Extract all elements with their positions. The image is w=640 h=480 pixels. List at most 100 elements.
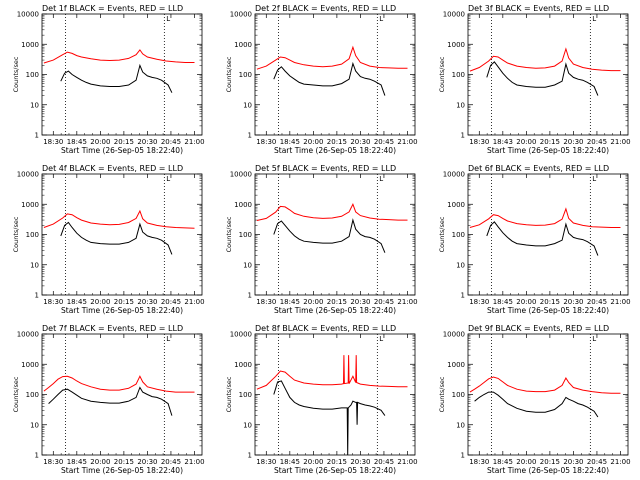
y-tick-label: 1000 bbox=[447, 361, 465, 369]
x-tick-label: 18:30 bbox=[256, 298, 276, 306]
panel-svg: Det 9f BLACK = Events, RED = LLD L 1 10 100 1… bbox=[438, 324, 631, 475]
y-tick-label: 10000 bbox=[230, 171, 252, 179]
detector-panel-1: Det 1f BLACK = Events, RED = LLD L 1 10 100 1… bbox=[0, 0, 213, 160]
y-tick-label: 1000 bbox=[21, 41, 39, 49]
x-axis-label: Start Time (26-Sep-05 18:22:40) bbox=[61, 146, 183, 155]
x-tick-label: 20:00 bbox=[303, 138, 323, 146]
letter-marker: L bbox=[592, 175, 596, 183]
y-tick-label: 10 bbox=[243, 261, 252, 269]
x-tick-label: 20:30 bbox=[563, 138, 583, 146]
letter-marker: L bbox=[592, 15, 596, 23]
y-tick-label: 100 bbox=[452, 71, 465, 79]
x-tick-label: 21:00 bbox=[397, 138, 417, 146]
detector-panel-3: Det 3f BLACK = Events, RED = LLD L 1 10 100 1… bbox=[426, 0, 639, 160]
y-axis-label: Counts/sec bbox=[225, 376, 233, 412]
x-tick-label: 21:00 bbox=[397, 458, 417, 466]
x-tick-label: 20:15 bbox=[327, 298, 347, 306]
x-tick-label: 18:30 bbox=[469, 298, 489, 306]
x-tick-label: 20:45 bbox=[374, 298, 394, 306]
series-line-lld bbox=[469, 376, 621, 394]
y-tick-label: 1000 bbox=[234, 361, 252, 369]
series-line-events bbox=[273, 218, 386, 253]
chart-title: Det 3f BLACK = Events, RED = LLD bbox=[468, 4, 609, 13]
panel-svg: Det 2f BLACK = Events, RED = LLD L 1 10 100 1… bbox=[225, 4, 418, 155]
x-tick-label: 20:30 bbox=[350, 298, 370, 306]
y-tick-label: 100 bbox=[26, 231, 39, 239]
x-tick-label: 18:45 bbox=[280, 458, 300, 466]
y-tick-label: 10 bbox=[456, 421, 465, 429]
x-tick-label: 20:30 bbox=[563, 298, 583, 306]
x-tick-label: 18:30 bbox=[469, 138, 489, 146]
x-tick-label: 20:15 bbox=[114, 138, 134, 146]
y-tick-label: 1 bbox=[248, 292, 252, 300]
x-tick-label: 20:45 bbox=[587, 138, 607, 146]
x-tick-label: 20:30 bbox=[137, 298, 157, 306]
chart-title: Det 8f BLACK = Events, RED = LLD bbox=[255, 324, 396, 333]
panel-svg: Det 6f BLACK = Events, RED = LLD L 1 10 100 1… bbox=[438, 164, 631, 315]
y-tick-label: 100 bbox=[452, 231, 465, 239]
x-tick-label: 18:45 bbox=[493, 298, 513, 306]
series-line-lld bbox=[256, 45, 408, 70]
x-tick-label: 20:45 bbox=[161, 298, 181, 306]
y-tick-label: 10000 bbox=[17, 171, 39, 179]
y-tick-label: 10000 bbox=[230, 11, 252, 19]
y-tick-label: 1000 bbox=[447, 201, 465, 209]
x-tick-label: 18:43 bbox=[493, 138, 513, 146]
y-tick-label: 10000 bbox=[17, 11, 39, 19]
y-tick-label: 1000 bbox=[21, 361, 39, 369]
y-tick-label: 1 bbox=[461, 292, 465, 300]
series-line-lld bbox=[469, 47, 621, 72]
panel-svg: Det 8f BLACK = Events, RED = LLD L 1 10 100 1… bbox=[225, 324, 418, 475]
x-tick-label: 20:30 bbox=[137, 458, 157, 466]
y-tick-label: 1 bbox=[35, 452, 39, 460]
x-tick-label: 18:45 bbox=[280, 138, 300, 146]
chart-title: Det 5f BLACK = Events, RED = LLD bbox=[255, 164, 396, 173]
panel-svg: Det 7f BLACK = Events, RED = LLD L 1 10 100 1… bbox=[12, 324, 205, 475]
series-line-lld bbox=[43, 209, 195, 229]
series-line-lld bbox=[43, 375, 195, 393]
x-tick-label: 18:30 bbox=[43, 458, 63, 466]
y-axis-label: Counts/sec bbox=[12, 216, 20, 252]
x-tick-label: 20:45 bbox=[587, 458, 607, 466]
series-line-events bbox=[273, 61, 386, 96]
plot-frame bbox=[41, 333, 203, 456]
x-tick-label: 20:00 bbox=[516, 298, 536, 306]
y-tick-label: 1000 bbox=[234, 201, 252, 209]
y-axis-label: Counts/sec bbox=[225, 56, 233, 92]
series-line-events bbox=[474, 391, 599, 418]
series-line-events bbox=[60, 221, 173, 255]
x-tick-label: 20:30 bbox=[137, 138, 157, 146]
plot-frame bbox=[254, 333, 416, 456]
y-tick-label: 100 bbox=[239, 231, 252, 239]
y-tick-label: 10000 bbox=[443, 171, 465, 179]
detector-panel-8: Det 8f BLACK = Events, RED = LLD L 1 10 100 1… bbox=[213, 320, 426, 480]
letter-marker: L bbox=[166, 15, 170, 23]
x-tick-label: 20:30 bbox=[350, 138, 370, 146]
plot-frame bbox=[254, 13, 416, 136]
plot-frame bbox=[467, 173, 629, 296]
detector-panel-7: Det 7f BLACK = Events, RED = LLD L 1 10 100 1… bbox=[0, 320, 213, 480]
x-tick-label: 18:30 bbox=[43, 138, 63, 146]
x-tick-label: 20:45 bbox=[374, 138, 394, 146]
x-axis-label: Start Time (26-Sep-05 18:22:40) bbox=[487, 466, 609, 475]
y-tick-label: 100 bbox=[239, 391, 252, 399]
x-axis-label: Start Time (26-Sep-05 18:22:40) bbox=[61, 466, 183, 475]
x-tick-label: 21:00 bbox=[184, 298, 204, 306]
y-tick-label: 10 bbox=[30, 101, 39, 109]
plot-frame bbox=[467, 13, 629, 136]
x-tick-label: 20:15 bbox=[327, 138, 347, 146]
x-tick-label: 18:30 bbox=[256, 458, 276, 466]
x-tick-label: 20:00 bbox=[90, 138, 110, 146]
detector-panel-9: Det 9f BLACK = Events, RED = LLD L 1 10 100 1… bbox=[426, 320, 639, 480]
y-tick-label: 10 bbox=[30, 261, 39, 269]
series-line-events bbox=[60, 63, 173, 93]
series-line-events bbox=[486, 221, 599, 256]
y-tick-label: 10 bbox=[30, 421, 39, 429]
x-tick-label: 20:45 bbox=[587, 298, 607, 306]
panel-svg: Det 3f BLACK = Events, RED = LLD L 1 10 100 1… bbox=[438, 4, 631, 155]
y-tick-label: 100 bbox=[26, 391, 39, 399]
chart-title: Det 6f BLACK = Events, RED = LLD bbox=[468, 164, 609, 173]
x-tick-label: 21:00 bbox=[610, 458, 630, 466]
x-tick-label: 21:00 bbox=[397, 298, 417, 306]
chart-title: Det 2f BLACK = Events, RED = LLD bbox=[255, 4, 396, 13]
